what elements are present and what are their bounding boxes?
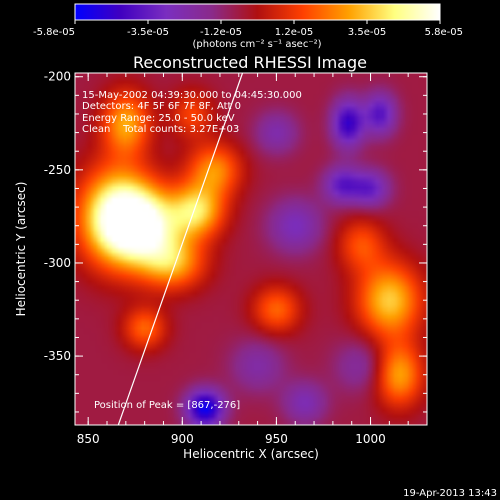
annotation-detectors: Detectors: 4F 5F 6F 7F 8F, Att 0 xyxy=(82,101,241,112)
annotation-peak-position: Position of Peak = [867,-276] xyxy=(94,400,240,411)
y-tick-label: -350 xyxy=(44,349,71,363)
colorbar-tick-label: 5.8e-05 xyxy=(425,27,463,38)
colorbar-unit-label: (photons cm⁻² s⁻¹ asec⁻²) xyxy=(192,39,321,50)
plot-area: 850 900 950 1000 -350 -300 -250 -200 xyxy=(44,70,428,446)
colorbar-tick-label: -1.2e-05 xyxy=(200,27,242,38)
heatmap-image xyxy=(75,73,427,425)
colorbar-ticks: -5.8e-05 -3.5e-05 -1.2e-05 1.2e-05 3.5e-05 5.… xyxy=(33,20,463,38)
colorbar-frame xyxy=(74,3,441,21)
solar-limb-line xyxy=(117,72,244,426)
colorbar-tick-label: 1.2e-05 xyxy=(275,27,313,38)
axis-ticks: 850 900 950 1000 -350 -300 -250 -200 xyxy=(44,70,428,446)
chart-title: Reconstructed RHESSI Image xyxy=(133,53,367,72)
annotation-block: 15-May-2002 04:39:30.000 to 04:45:30.000… xyxy=(82,90,302,411)
colorbar-tick-label: -5.8e-05 xyxy=(33,27,75,38)
y-tick-label: -250 xyxy=(44,163,71,177)
colorbar-tick-label: 3.5e-05 xyxy=(348,27,386,38)
x-tick-label: 850 xyxy=(77,432,100,446)
x-tick-label: 1000 xyxy=(355,432,386,446)
colorbar: -5.8e-05 -3.5e-05 -1.2e-05 1.2e-05 3.5e-05 5.… xyxy=(33,3,463,50)
annotation-clean: Clean Total counts: 3.27E+03 xyxy=(82,124,239,135)
colorbar-tick-label: -3.5e-05 xyxy=(127,27,169,38)
footer-timestamp: 19-Apr-2013 13:43 xyxy=(403,488,497,499)
x-tick-label: 900 xyxy=(171,432,194,446)
colorbar-gradient xyxy=(75,4,440,20)
plot-frame xyxy=(74,72,428,426)
y-tick-label: -200 xyxy=(44,70,71,84)
annotation-time-range: 15-May-2002 04:39:30.000 to 04:45:30.000 xyxy=(82,90,302,101)
y-axis-label: Heliocentric Y (arcsec) xyxy=(14,182,28,317)
y-tick-label: -300 xyxy=(44,256,71,270)
x-tick-label: 950 xyxy=(265,432,288,446)
x-axis-label: Heliocentric X (arcsec) xyxy=(183,447,319,461)
annotation-energy-range: Energy Range: 25.0 - 50.0 keV xyxy=(82,113,235,124)
